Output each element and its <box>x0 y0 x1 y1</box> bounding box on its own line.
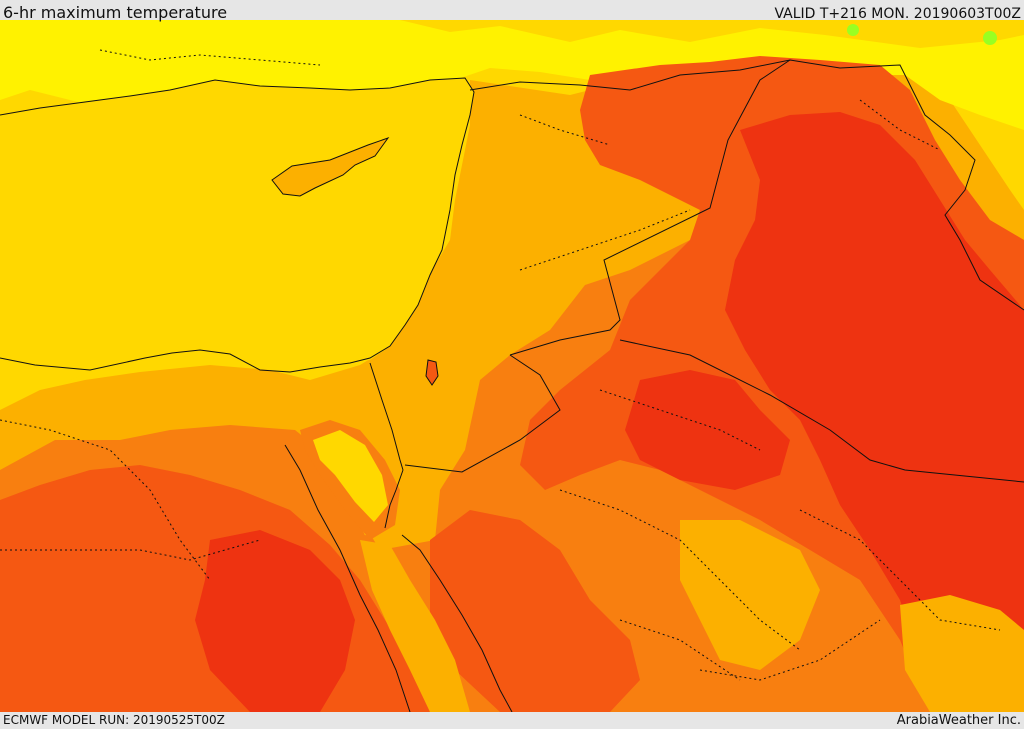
temperature-map-svg <box>0 20 1024 712</box>
red-sea-coast-east <box>401 534 513 712</box>
red-sea-coast-west <box>284 444 411 712</box>
country-border-saudi-iraq <box>619 339 1024 483</box>
red-central-patch <box>625 370 790 490</box>
country-border-syria-turkey <box>469 59 1024 311</box>
yellow-sinai-core <box>313 430 388 522</box>
map-header: 6-hr maximum temperature VALID T+216 MON… <box>0 0 1024 22</box>
country-border-jordan-iraq <box>509 59 791 356</box>
light-yellow-north-band <box>0 20 1024 130</box>
aqaba-gulf <box>384 469 404 529</box>
temperature-map <box>0 20 1024 712</box>
dead-sea <box>425 359 439 386</box>
light-orange-red-sea-strip <box>360 540 470 712</box>
dotted-admin-borders <box>0 49 1001 681</box>
green-warm-spot-north <box>847 24 859 36</box>
map-title: 6-hr maximum temperature <box>3 3 228 22</box>
red-east-core <box>725 112 1024 712</box>
coastline <box>0 77 475 373</box>
country-border-jordan-saudi <box>404 354 561 473</box>
dark-orange-south-patch <box>430 510 640 712</box>
credit-label: ArabiaWeather Inc. <box>896 713 1021 728</box>
light-orange-southeast-patch <box>900 595 1024 712</box>
map-footer: ECMWF MODEL RUN: 20190525T00Z ArabiaWeat… <box>0 712 1024 729</box>
red-southwest-patch <box>195 530 355 712</box>
light-orange-south-patch <box>680 520 820 670</box>
model-run-label: ECMWF MODEL RUN: 20190525T00Z <box>3 713 225 727</box>
green-warm-spot-northeast <box>983 31 997 45</box>
country-border-egypt-israel <box>369 362 404 471</box>
valid-time-label: VALID T+216 MON. 20190603T00Z <box>774 6 1021 22</box>
cyprus-island <box>271 137 390 197</box>
